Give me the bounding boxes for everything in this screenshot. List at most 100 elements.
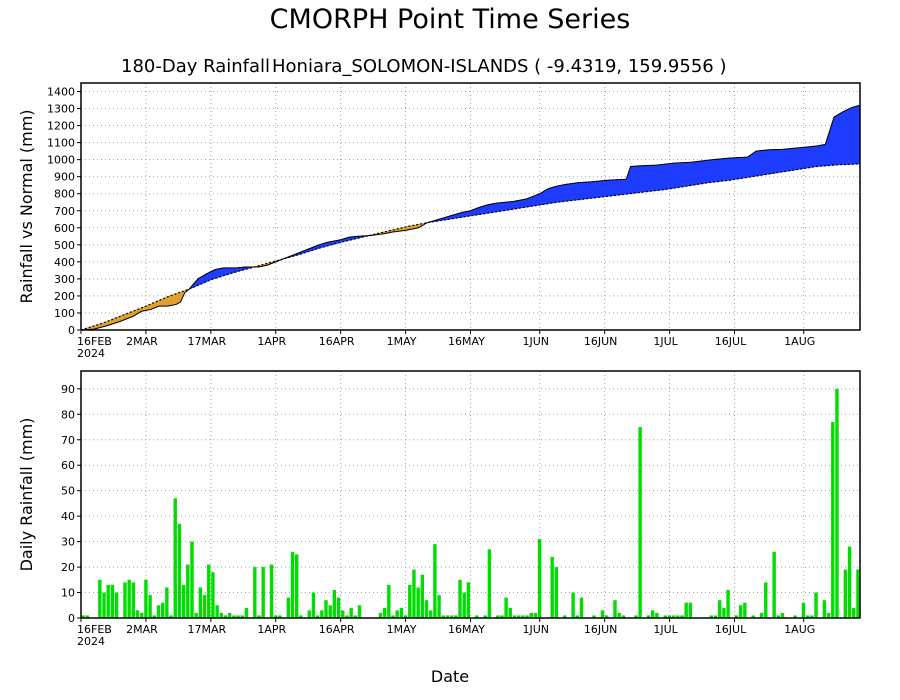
surplus-fill [621, 179, 625, 195]
bottom-frame [80, 370, 861, 619]
daily-rainfall-bar [110, 584, 115, 618]
daily-rainfall-bar [801, 602, 806, 618]
surplus-fill [494, 202, 497, 213]
surplus-fill [496, 202, 499, 213]
surplus-fill [638, 165, 642, 193]
daily-rainfall-bar [500, 615, 504, 618]
surplus-fill [732, 157, 735, 181]
surplus-fill [669, 162, 673, 190]
surplus-fill [552, 186, 556, 204]
surplus-fill [636, 165, 640, 194]
surplus-fill [608, 179, 612, 197]
surplus-fill [727, 157, 731, 181]
surplus-fill [848, 107, 852, 165]
daily-rainfall-bar [186, 564, 190, 618]
surplus-fill [842, 110, 846, 165]
surplus-fill [781, 148, 785, 173]
surplus-fill [487, 204, 491, 214]
surplus-fill [721, 158, 724, 182]
surplus-fill [664, 163, 668, 190]
surplus-fill [613, 179, 616, 196]
daily-rainfall-bar [253, 567, 257, 618]
daily-rainfall-bar [458, 579, 462, 618]
surplus-fill [760, 150, 763, 176]
top-ytick-label: 900 [54, 171, 75, 184]
daily-rainfall-bar [156, 605, 161, 618]
daily-rainfall-bar [232, 615, 236, 618]
surplus-fill [809, 146, 813, 168]
surplus-fill [745, 156, 748, 179]
daily-rainfall-bar [341, 610, 345, 618]
daily-rainfall-bar [646, 615, 651, 618]
top-ytick-label: 800 [54, 188, 75, 201]
surplus-fill [515, 200, 519, 210]
daily-rainfall-bar [525, 615, 529, 618]
top-xtick-label: 16JUL [715, 335, 747, 348]
surplus-fill [725, 157, 729, 181]
daily-rainfall-bar [650, 610, 655, 618]
bottom-ytick-label: 30 [61, 536, 75, 549]
surplus-fill [736, 157, 740, 180]
top-xtick-label: 17MAR [188, 335, 227, 348]
surplus-fill [600, 180, 603, 198]
surplus-fill [697, 160, 701, 185]
bottom-xtick-label: 16APR [319, 623, 355, 636]
daily-rainfall-bar [508, 607, 512, 618]
surplus-fill [807, 146, 811, 169]
surplus-fill [610, 179, 614, 197]
surplus-fill [217, 268, 220, 279]
surplus-fill [749, 153, 753, 178]
surplus-fill [786, 148, 789, 172]
top-ytick-label: 500 [54, 239, 75, 252]
surplus-fill [853, 106, 856, 165]
surplus-fill [775, 149, 779, 174]
surplus-fill [619, 179, 623, 196]
daily-rainfall-bar [856, 569, 860, 618]
top-xtick-label: 1JUN [522, 335, 549, 348]
daily-rainfall-bar [332, 589, 337, 618]
top-ytick-label: 700 [54, 205, 75, 218]
surplus-fill [764, 149, 768, 175]
daily-rainfall-bar [269, 564, 274, 618]
surplus-fill [753, 150, 757, 177]
top-xtick-label: 16MAY [448, 335, 485, 348]
surplus-fill [844, 109, 848, 165]
surplus-fill [535, 194, 538, 206]
surplus-fill [680, 162, 683, 188]
surplus-fill [757, 150, 761, 177]
surplus-fill [509, 201, 512, 211]
daily-rainfall-bar [600, 610, 605, 618]
daily-rainfall-bar [299, 615, 303, 618]
surplus-fill [812, 145, 815, 168]
daily-rainfall-bar [345, 615, 349, 618]
daily-rainfall-bar [307, 610, 311, 618]
top-xtick-label: 16FEB [77, 335, 112, 348]
daily-rainfall-bar [412, 569, 416, 618]
surplus-fill [684, 162, 688, 187]
surplus-fill [478, 206, 482, 215]
surplus-fill [232, 267, 235, 274]
surplus-fill [565, 183, 569, 202]
surplus-fill [673, 162, 677, 189]
daily-rainfall-bar [244, 607, 249, 618]
surplus-fill [712, 159, 716, 183]
daily-rainfall-bar [202, 595, 207, 618]
bottom-xtick-label: 16JUL [715, 623, 747, 636]
daily-rainfall-bar [227, 612, 232, 618]
surplus-fill [660, 164, 664, 191]
surplus-fill [223, 267, 227, 277]
daily-rainfall-bar [102, 592, 106, 618]
daily-rainfall-bar [805, 615, 810, 618]
surplus-fill [578, 182, 582, 201]
surplus-fill [656, 164, 660, 191]
surplus-fill [632, 165, 636, 194]
chart-subtitle-right: Honiara_SOLOMON-ISLANDS ( -9.4319, 159.9… [272, 56, 726, 77]
daily-rainfall-bar [114, 592, 119, 618]
surplus-fill [658, 164, 662, 191]
surplus-fill [770, 149, 774, 174]
surplus-fill [649, 164, 653, 192]
surplus-fill [690, 161, 694, 186]
surplus-fill [755, 150, 759, 177]
surplus-fill [675, 162, 679, 189]
